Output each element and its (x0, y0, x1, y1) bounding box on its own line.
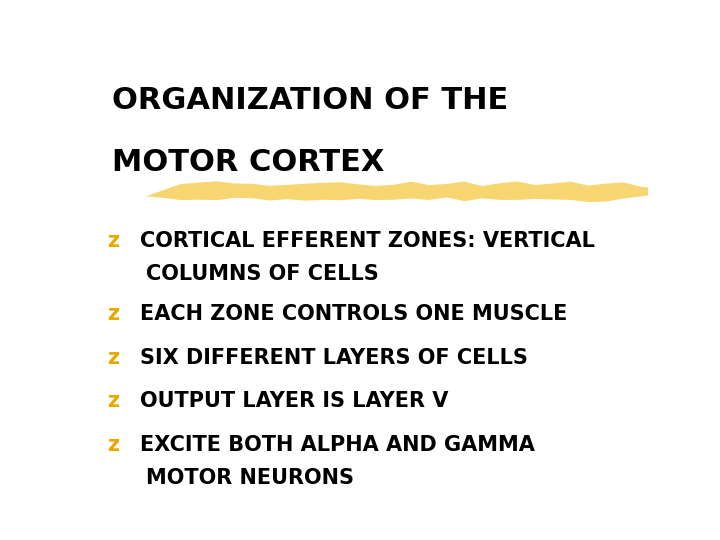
Text: z: z (107, 348, 119, 368)
Text: z: z (107, 304, 119, 324)
Text: CORTICAL EFFERENT ZONES: VERTICAL: CORTICAL EFFERENT ZONES: VERTICAL (140, 231, 595, 251)
Text: z: z (107, 391, 119, 411)
Text: EACH ZONE CONTROLS ONE MUSCLE: EACH ZONE CONTROLS ONE MUSCLE (140, 304, 567, 324)
Text: z: z (107, 435, 119, 455)
Text: ORGANIZATION OF THE: ORGANIZATION OF THE (112, 85, 508, 114)
Text: EXCITE BOTH ALPHA AND GAMMA: EXCITE BOTH ALPHA AND GAMMA (140, 435, 535, 455)
Text: OUTPUT LAYER IS LAYER V: OUTPUT LAYER IS LAYER V (140, 391, 449, 411)
Text: SIX DIFFERENT LAYERS OF CELLS: SIX DIFFERENT LAYERS OF CELLS (140, 348, 528, 368)
Text: z: z (107, 231, 119, 251)
Text: MOTOR CORTEX: MOTOR CORTEX (112, 148, 384, 177)
Polygon shape (145, 181, 660, 202)
Text: COLUMNS OF CELLS: COLUMNS OF CELLS (145, 265, 379, 285)
Text: MOTOR NEURONS: MOTOR NEURONS (145, 468, 354, 488)
